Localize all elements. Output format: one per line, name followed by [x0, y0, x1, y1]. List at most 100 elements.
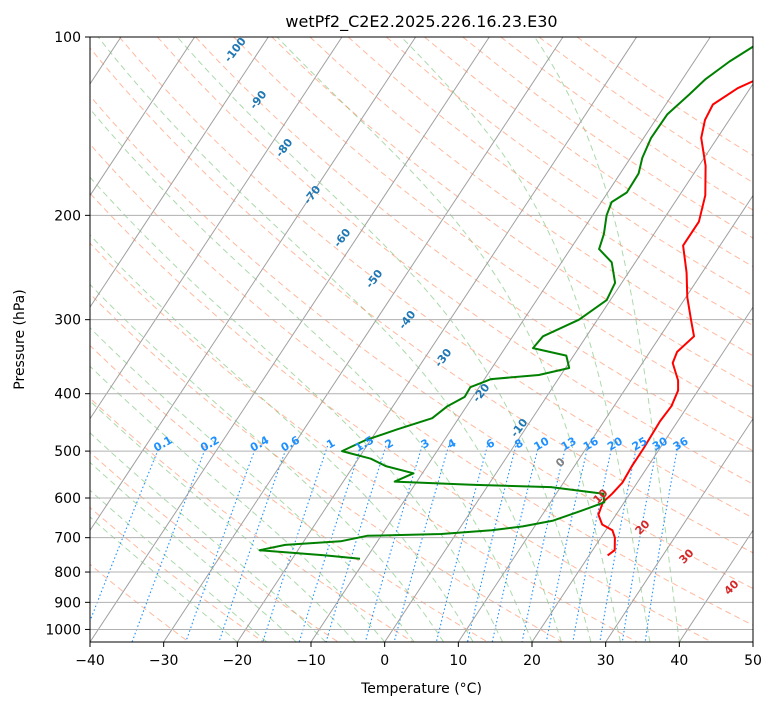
dry-adiabat	[118, 37, 753, 519]
temperature-line	[597, 80, 753, 557]
y-tick-label: 200	[54, 208, 81, 224]
moist-adiabat	[276, 37, 621, 642]
moist-adiabat	[90, 327, 415, 642]
plot-frame	[89, 36, 754, 643]
warm-isotherm-label: 10	[591, 486, 611, 506]
y-tick-label: 300	[54, 313, 81, 329]
skewed-isotherm	[310, 37, 711, 642]
x-tick-label: 40	[670, 653, 688, 669]
skewed-isotherms	[90, 37, 753, 642]
isotherm-label: -40	[396, 308, 419, 332]
isotherm-label: -70	[301, 183, 324, 207]
mixing-ratio-label: 1	[324, 436, 337, 451]
x-tick-label: 20	[523, 653, 541, 669]
dry-adiabat	[157, 37, 753, 485]
y-axis: 100 200 300 400 500 600 700 800 900 1000	[45, 30, 90, 638]
mixing-ratio-line	[131, 445, 207, 642]
x-tick-label: 10	[449, 653, 467, 669]
dry-adiabat	[90, 293, 563, 642]
isotherm-label: -60	[331, 226, 354, 250]
y-tick-label: 700	[54, 531, 81, 547]
mixing-ratio-label: 4	[445, 436, 458, 451]
moist-adiabat	[90, 516, 238, 642]
moist-adiabat	[90, 365, 386, 642]
profile-lines	[258, 45, 753, 560]
dry-adiabat	[90, 192, 712, 642]
dry-adiabat	[195, 37, 753, 452]
plot-area: 0.1 0.2 0.4 0.6 1 1.5 2 3 4 6 8 10 13 16 20 25 30 36-100-…	[90, 35, 753, 642]
isotherm-label: -20	[470, 381, 493, 405]
skewed-isotherm	[752, 641, 753, 642]
mixing-ratio-line	[572, 445, 613, 642]
y-tick-label: 900	[54, 595, 81, 611]
y-tick-label: 100	[54, 30, 81, 46]
moist-adiabat	[90, 432, 327, 642]
skewed-isotherm	[457, 194, 753, 642]
moist-adiabat	[90, 108, 533, 642]
mixing-ratio-line	[262, 445, 329, 642]
dry-adiabat	[90, 143, 753, 626]
warm-isotherm-label: 0	[553, 455, 568, 470]
isotherm-label: -30	[432, 346, 455, 370]
moist-adiabat	[90, 283, 445, 642]
x-tick-label: −30	[149, 653, 179, 669]
skewed-isotherm	[90, 37, 417, 532]
mixing-ratio-line	[185, 445, 257, 642]
mixing-ratio-label: 36	[671, 434, 691, 453]
skewed-isotherm	[678, 529, 753, 642]
skewed-isotherm	[163, 37, 564, 642]
y-tick-label: 400	[54, 387, 81, 403]
skewed-isotherm	[90, 37, 196, 197]
moist-adiabat	[97, 37, 562, 642]
x-axis-title: Temperature (°C)	[360, 681, 482, 697]
moist-adiabat	[400, 37, 651, 642]
mixing-ratio-lines	[90, 445, 679, 642]
dry-adiabat	[424, 37, 753, 268]
chart-title: wetPf2_C2E2.2025.226.16.23.E30	[285, 12, 557, 32]
skewed-isotherm	[605, 417, 753, 642]
moist-adiabat	[90, 176, 503, 642]
isotherm-label: -50	[363, 267, 386, 291]
mixing-ratio-line	[90, 445, 161, 623]
x-tick-label: −40	[75, 653, 105, 669]
mixing-ratio-line	[298, 445, 362, 642]
x-tick-label: 30	[597, 653, 615, 669]
dry-adiabat	[462, 37, 753, 239]
pressure-gridlines	[90, 37, 753, 630]
mixing-ratio-line	[466, 445, 517, 642]
mixing-ratio-line	[545, 445, 589, 642]
moist-adiabat	[176, 37, 592, 642]
y-tick-label: 600	[54, 491, 81, 507]
isotherm-label: -100	[222, 35, 249, 65]
mixing-ratio-line	[364, 445, 423, 642]
dry-adiabat	[386, 37, 753, 297]
mixing-ratio-line	[325, 445, 387, 642]
mixing-ratio-label: 10	[532, 434, 552, 453]
skewed-isotherm	[90, 37, 490, 642]
dry-adiabat	[90, 506, 264, 642]
mixing-ratio-line	[599, 445, 638, 642]
dry-adiabat	[576, 37, 753, 157]
dry-adiabat	[90, 563, 190, 642]
y-axis-title: Pressure (hPa)	[12, 289, 28, 389]
skewed-isotherm	[531, 306, 753, 642]
skewed-isotherm	[384, 83, 753, 642]
dry-adiabat	[90, 242, 638, 642]
mixing-ratio-label: 2	[383, 436, 396, 451]
warm-isotherm-label: 40	[722, 577, 742, 597]
dry-adiabat	[271, 37, 753, 388]
warm-isotherm-label: 20	[633, 517, 653, 537]
mixing-ratio-line	[435, 445, 488, 642]
skewed-isotherm	[236, 37, 638, 642]
moist-adiabat	[90, 400, 356, 642]
mixing-ratio-line	[393, 445, 450, 642]
moist-adiabats	[90, 37, 680, 642]
dry-adiabat	[347, 37, 753, 327]
mixing-ratio-label: 16	[581, 434, 601, 453]
mixing-ratio-label: 13	[559, 434, 579, 453]
y-tick-label: 800	[54, 565, 81, 581]
mixing-ratio-label: 6	[484, 436, 497, 451]
dry-adiabat	[309, 37, 753, 357]
skewed-isotherm	[90, 37, 269, 309]
